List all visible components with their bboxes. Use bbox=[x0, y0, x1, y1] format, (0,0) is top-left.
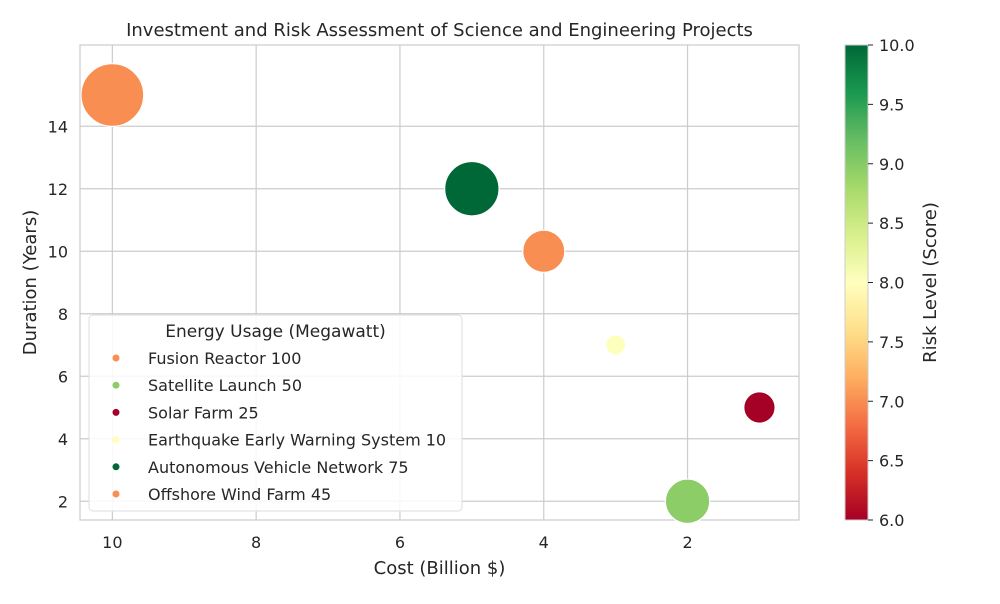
colorbar: 6.0 6.5 7.0 7.5 8.0 8.5 9.0 9.5 10.0 Risk Level … bbox=[844, 36, 941, 530]
x-tick-label: 8 bbox=[251, 533, 261, 552]
x-tick-label: 10 bbox=[102, 533, 122, 552]
legend-marker bbox=[112, 354, 120, 362]
y-axis-label: Duration (Years) bbox=[20, 210, 41, 355]
legend-marker bbox=[112, 408, 120, 416]
y-tick-label: 12 bbox=[48, 180, 68, 199]
x-tick-label: 6 bbox=[395, 533, 405, 552]
colorbar-tick-label: 9.5 bbox=[879, 95, 904, 114]
legend-marker bbox=[112, 463, 120, 471]
data-point bbox=[444, 160, 500, 217]
legend-label: Autonomous Vehicle Network 75 bbox=[148, 458, 409, 477]
x-tick-label: 2 bbox=[682, 533, 692, 552]
colorbar-tick-label: 7.5 bbox=[879, 333, 904, 352]
y-tick-label: 8 bbox=[58, 305, 68, 324]
data-point bbox=[605, 334, 627, 356]
colorbar-tick-label: 8.5 bbox=[879, 214, 904, 233]
legend-marker bbox=[112, 381, 120, 389]
legend-label: Offshore Wind Farm 45 bbox=[148, 485, 331, 504]
legend-marker bbox=[112, 490, 120, 498]
legend-label: Fusion Reactor 100 bbox=[148, 349, 301, 368]
legend-marker bbox=[112, 436, 120, 444]
colorbar-tick-label: 6.5 bbox=[879, 452, 904, 471]
legend-label: Solar Farm 25 bbox=[148, 403, 259, 422]
data-point bbox=[664, 478, 711, 525]
colorbar-tick-label: 10.0 bbox=[879, 36, 915, 55]
x-axis-label: Cost (Billion $) bbox=[374, 558, 506, 579]
x-tick-label: 4 bbox=[539, 533, 549, 552]
colorbar-label: Risk Level (Score) bbox=[920, 202, 941, 363]
y-tick-label: 4 bbox=[58, 430, 68, 449]
x-axis-ticks: 10 8 6 4 2 bbox=[102, 533, 692, 552]
legend-title: Energy Usage (Megawatt) bbox=[165, 322, 386, 342]
data-points bbox=[80, 63, 776, 525]
data-point bbox=[522, 229, 566, 273]
colorbar-tick-label: 6.0 bbox=[879, 511, 904, 530]
y-tick-label: 14 bbox=[48, 117, 68, 136]
colorbar-ticks: 6.0 6.5 7.0 7.5 8.0 8.5 9.0 9.5 10.0 bbox=[868, 36, 915, 530]
y-tick-label: 6 bbox=[58, 367, 68, 386]
legend: Energy Usage (Megawatt) Fusion Reactor 1… bbox=[88, 314, 463, 512]
colorbar-tick-label: 9.0 bbox=[879, 155, 904, 174]
y-tick-label: 10 bbox=[48, 242, 68, 261]
colorbar-tick-label: 8.0 bbox=[879, 274, 904, 293]
legend-items: Fusion Reactor 100 Satellite Launch 50 Sol… bbox=[112, 349, 446, 504]
colorbar-tick-label: 7.0 bbox=[879, 392, 904, 411]
data-point bbox=[743, 391, 776, 424]
y-axis-ticks: 2 4 6 8 10 12 14 bbox=[48, 117, 68, 511]
y-tick-label: 2 bbox=[58, 492, 68, 511]
colorbar-gradient bbox=[844, 44, 869, 521]
chart-title: Investment and Risk Assessment of Scienc… bbox=[126, 20, 753, 41]
legend-box bbox=[88, 314, 463, 512]
legend-label: Earthquake Early Warning System 10 bbox=[148, 431, 446, 450]
legend-label: Satellite Launch 50 bbox=[148, 376, 302, 395]
data-point bbox=[80, 63, 145, 127]
